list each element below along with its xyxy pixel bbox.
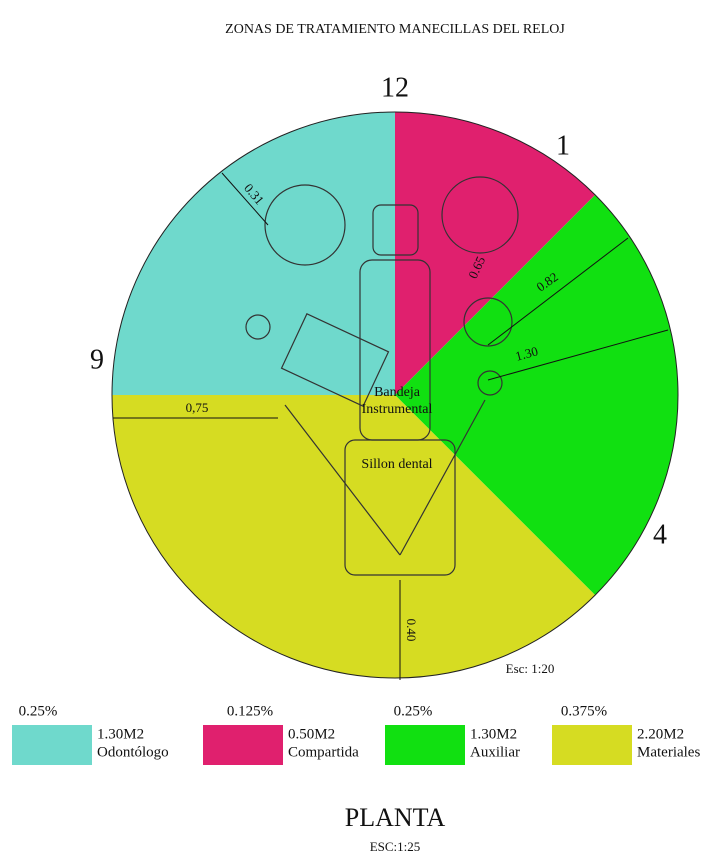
chart-title: ZONAS DE TRATAMIENTO MANECILLAS DEL RELO… xyxy=(225,22,565,37)
clock-label: 12 xyxy=(381,72,409,103)
legend-area: 2.20M2 xyxy=(637,726,684,742)
pie xyxy=(111,111,679,679)
annotation: Sillon dental xyxy=(361,457,432,472)
clock-label: 4 xyxy=(653,519,667,550)
tray xyxy=(280,312,390,408)
dimension-line xyxy=(221,172,269,226)
legend-area: 1.30M2 xyxy=(97,726,144,742)
annotation: Esc: 1:20 xyxy=(506,661,555,676)
stool xyxy=(463,297,513,347)
chair-back xyxy=(359,259,431,441)
legend-swatch xyxy=(203,725,283,765)
pie-slice xyxy=(395,194,678,596)
dimension-label: 0,75 xyxy=(186,400,209,415)
headrest xyxy=(372,204,419,256)
dimension-line xyxy=(487,237,629,346)
legend-swatch xyxy=(12,725,92,765)
arm xyxy=(284,404,401,556)
legend-percent: 0.25% xyxy=(19,703,58,719)
annotation: Bandeja xyxy=(374,385,421,400)
pie-slice xyxy=(112,395,596,678)
pie-slice xyxy=(395,112,596,395)
legend-percent: 0.375% xyxy=(561,703,607,719)
lamp xyxy=(245,314,271,340)
annotation: Instrumental xyxy=(362,402,433,417)
dimension-line xyxy=(487,329,669,381)
legend-label: Materiales xyxy=(637,744,700,760)
legend-percent: 0.125% xyxy=(227,703,273,719)
assistant xyxy=(441,176,519,254)
legend-swatch xyxy=(552,725,632,765)
clock-label: 1 xyxy=(556,130,570,161)
dimension-lines xyxy=(113,172,669,680)
scale: ESC:1:25 xyxy=(370,839,421,854)
legend-area: 0.50M2 xyxy=(288,726,335,742)
legend-label: Compartida xyxy=(288,744,359,760)
dentist xyxy=(264,184,346,266)
pie-outline xyxy=(111,111,679,679)
pie-slice xyxy=(112,112,395,395)
legend-swatch xyxy=(385,725,465,765)
legend-area: 1.30M2 xyxy=(470,726,517,742)
furniture xyxy=(245,176,519,576)
clock-label: 9 xyxy=(90,344,104,375)
legend: 0.25% 1.30M2 Odontólogo 0.125% 0.50M2 Compart… xyxy=(12,703,700,765)
legend-label: Auxiliar xyxy=(470,744,520,760)
spittoon xyxy=(477,370,503,396)
dimension-label: 1.30 xyxy=(514,343,540,363)
dimension-label: 0.40 xyxy=(404,619,419,642)
legend-label: Odontólogo xyxy=(97,744,169,760)
subtitle: PLANTA xyxy=(345,803,446,832)
legend-percent: 0.25% xyxy=(394,703,433,719)
arm xyxy=(399,399,486,556)
